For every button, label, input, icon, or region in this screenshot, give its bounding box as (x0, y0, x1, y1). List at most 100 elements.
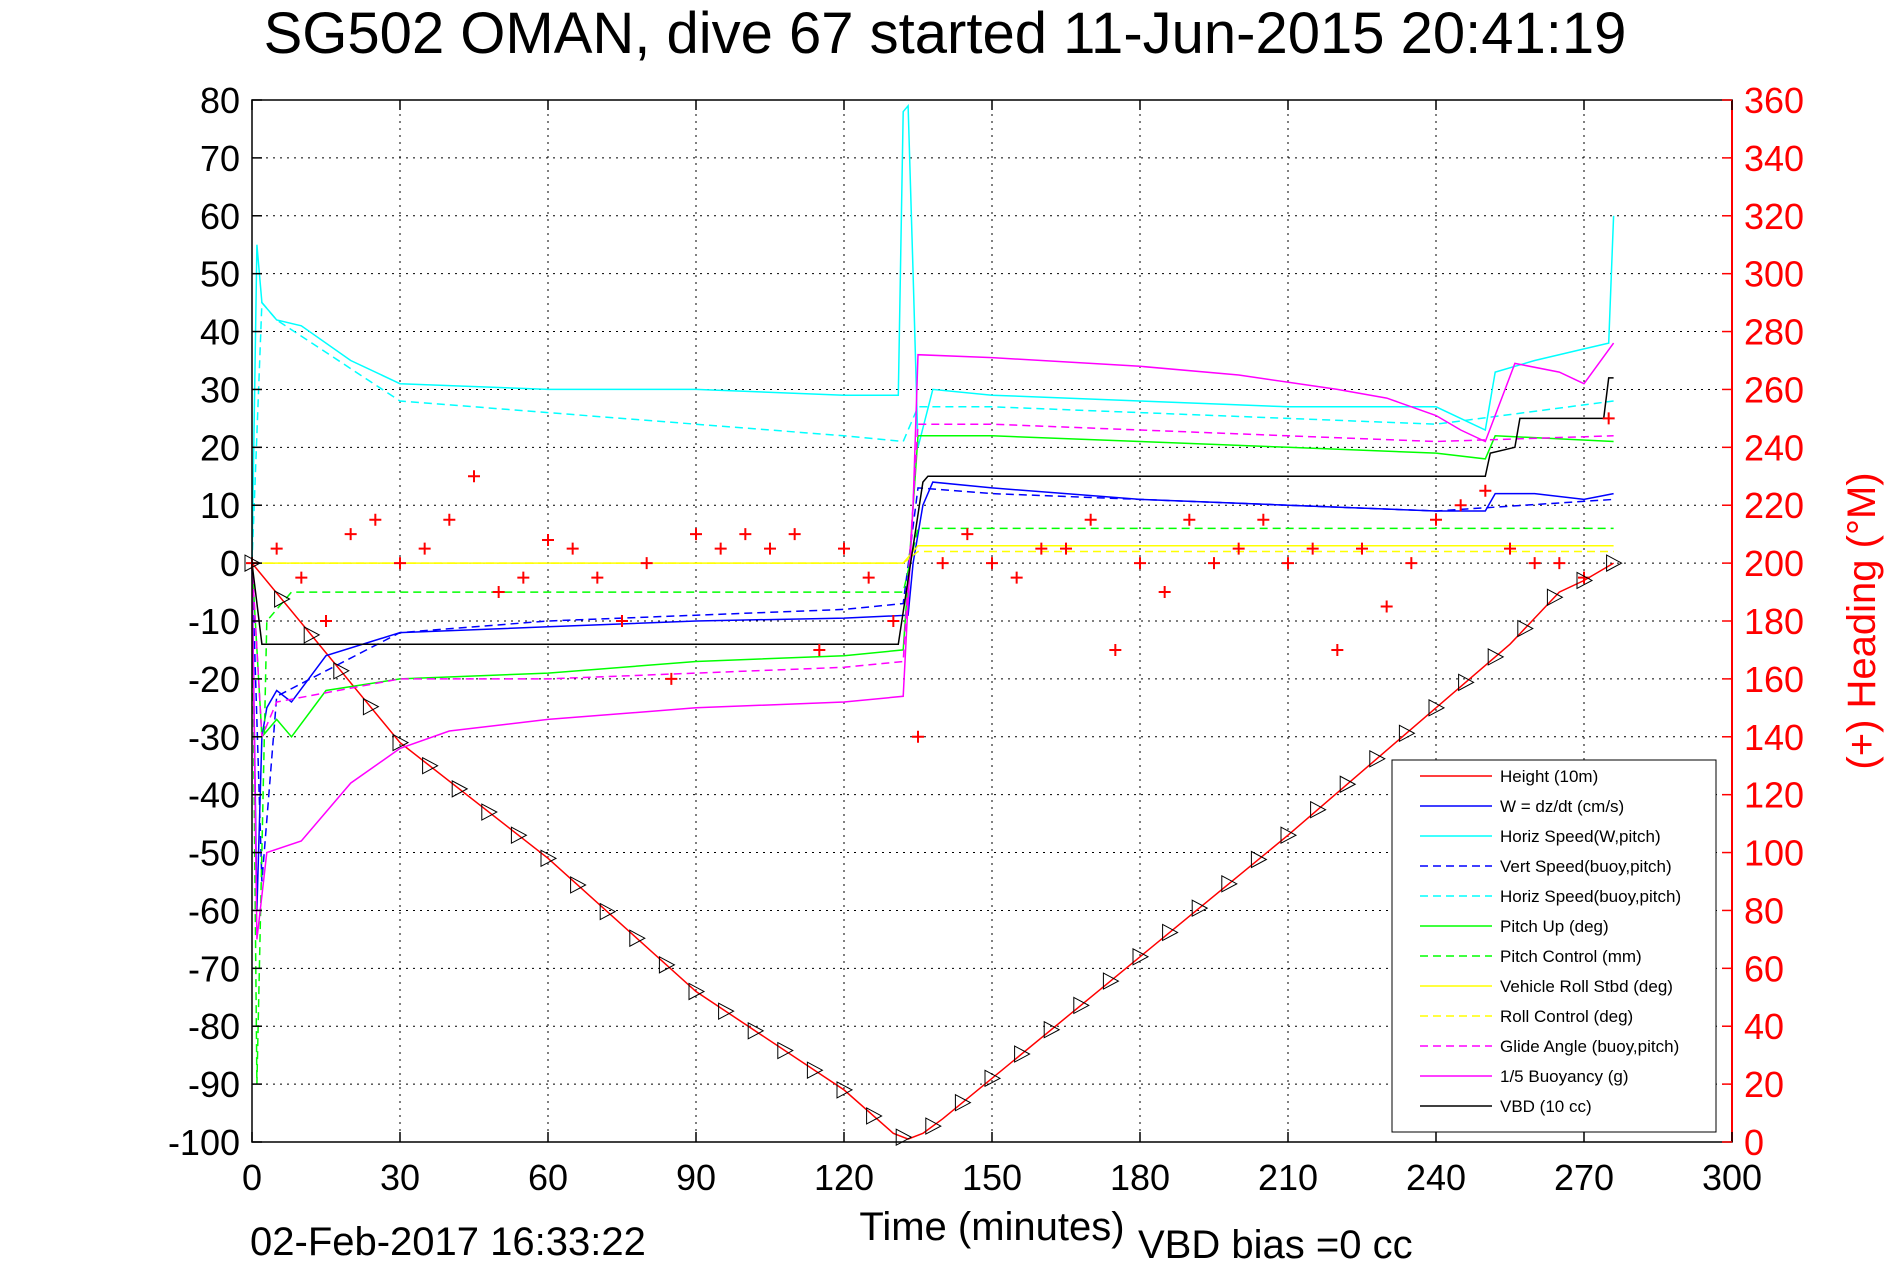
depth-marker (777, 1041, 794, 1060)
depth-marker (1073, 996, 1090, 1015)
legend-box (1391, 759, 1717, 1133)
x-tick-label: 240 (1406, 1157, 1466, 1198)
y-left-tick-label: -40 (188, 775, 240, 816)
series-line-horiz-speed-w-pitch (251, 103, 1615, 564)
depth-marker (1250, 850, 1268, 869)
y-right-tick-label: 80 (1744, 890, 1784, 931)
heading-point (344, 528, 357, 541)
legend-label: 1/5 Buoyancy (g) (1500, 1067, 1629, 1086)
heading-point (295, 571, 308, 584)
heading-point (788, 528, 801, 541)
depth-marker (925, 1117, 942, 1135)
heading-point (1356, 542, 1368, 555)
y-left-tick-label: 50 (200, 254, 240, 295)
depth-marker (1517, 619, 1534, 638)
depth-marker (1428, 698, 1446, 717)
heading-point (270, 542, 283, 555)
y-right-tick-label: 340 (1744, 138, 1804, 179)
heading-point (1479, 484, 1492, 497)
legend-label: Glide Angle (buoy,pitch) (1500, 1037, 1679, 1056)
heading-point (616, 615, 628, 627)
x-tick-label: 150 (962, 1157, 1022, 1198)
series-line-pitch-up-deg (251, 435, 1614, 739)
y-left-tick-label: 60 (200, 196, 240, 237)
heading-point (418, 542, 431, 555)
legend-label: Horiz Speed(W,pitch) (1500, 827, 1661, 846)
y-left-tick-label: -90 (188, 1064, 240, 1105)
vbd-bias-label: VBD bias =0 cc (1138, 1223, 1413, 1262)
heading-point (665, 672, 678, 685)
y-right-tick-label: 320 (1744, 196, 1804, 237)
heading-point (1060, 542, 1072, 555)
y-left-tick-label: 40 (200, 312, 240, 353)
depth-marker (333, 661, 350, 680)
legend-label: Height (10m) (1500, 767, 1598, 786)
depth-marker (1487, 648, 1505, 666)
depth-marker (451, 780, 469, 798)
heading-point (690, 528, 702, 541)
depth-marker (806, 1061, 824, 1080)
y-right-tick-label: 100 (1744, 833, 1804, 874)
x-tick-label: 120 (814, 1157, 874, 1198)
x-tick-label: 0 (242, 1157, 262, 1198)
heading-point (443, 513, 456, 526)
legend-label: Pitch Up (deg) (1500, 917, 1609, 936)
heading-point (1035, 542, 1048, 555)
y-right-tick-label: 60 (1744, 948, 1784, 989)
depth-marker (1014, 1045, 1031, 1063)
chart-title: SG502 OMAN, dive 67 started 11-Jun-2015 … (264, 1, 1627, 66)
x-tick-label: 180 (1110, 1157, 1170, 1198)
depth-marker (658, 956, 676, 974)
heading-point (1010, 571, 1023, 584)
x-tick-label: 30 (380, 1157, 420, 1198)
heading-point (1257, 513, 1270, 526)
x-tick-label: 300 (1702, 1157, 1762, 1198)
y-right-tick-label: 260 (1744, 369, 1804, 410)
depth-marker (629, 929, 646, 948)
heading-point (887, 615, 900, 627)
heading-point (1528, 557, 1541, 570)
heading-point (1578, 571, 1590, 584)
y-left-tick-label: 10 (200, 485, 240, 526)
y-left-tick-label: -70 (188, 948, 240, 989)
y-left-tick-label: -100 (168, 1122, 240, 1163)
heading-point (640, 557, 653, 570)
heading-point (591, 571, 604, 584)
depth-marker (481, 803, 498, 821)
heading-point (492, 586, 505, 599)
series-line-horiz-speed-buoy-pitch (251, 300, 1614, 564)
heading-point (1084, 513, 1097, 526)
x-tick-label: 60 (528, 1157, 568, 1198)
y-left-tick-label: 80 (200, 80, 240, 121)
heading-point (936, 557, 949, 570)
heading-point (542, 533, 554, 546)
legend-label: Pitch Control (mm) (1500, 947, 1642, 966)
depth-marker (718, 1002, 735, 1021)
y-left-tick-label: -80 (188, 1006, 240, 1047)
y-right-tick-label: 20 (1744, 1064, 1784, 1105)
x-tick-label: 90 (676, 1157, 716, 1198)
depth-marker (510, 826, 528, 845)
heading-point (566, 542, 579, 555)
y-right-tick-label: 0 (1744, 1122, 1764, 1163)
depth-marker (1546, 588, 1564, 607)
y-right-tick-label: 140 (1744, 717, 1804, 758)
series-layer (251, 103, 1615, 1140)
y-right-tick-label: 40 (1744, 1006, 1784, 1047)
depth-marker (747, 1022, 765, 1040)
axis-ticks: 0 30 60 90 120 150 180 210 240 270 300807060504030… (168, 80, 1804, 1198)
heading-point (986, 557, 998, 570)
series-line-pitch-control-mm (251, 527, 1614, 1085)
series-line-glide-angle-buoy-pitch (251, 423, 1614, 738)
y-right-tick-label: 220 (1744, 485, 1804, 526)
depth-marker (1606, 554, 1623, 572)
depth-marker (1398, 724, 1416, 743)
legend-label: Vert Speed(buoy,pitch) (1500, 857, 1672, 876)
y-left-tick-label: -60 (188, 890, 240, 931)
legend-label: Roll Control (deg) (1500, 1007, 1633, 1026)
depth-marker (1369, 749, 1386, 768)
depth-marker (984, 1069, 1002, 1088)
depth-marker (895, 1128, 913, 1147)
depth-marker (1162, 923, 1179, 942)
y-right-tick-label: 160 (1744, 659, 1804, 700)
